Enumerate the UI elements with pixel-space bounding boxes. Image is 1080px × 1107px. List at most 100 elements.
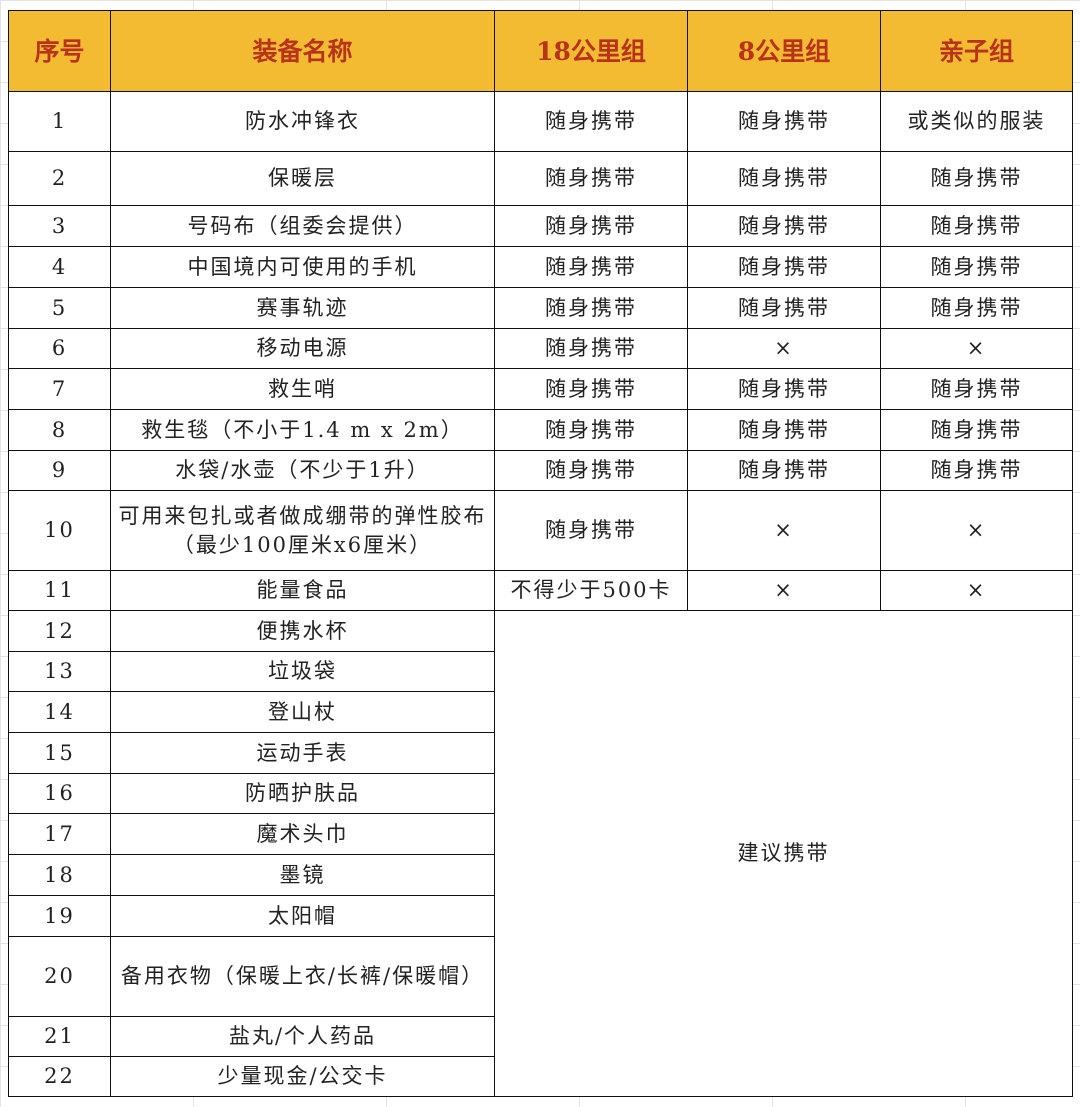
cell-family[interactable]: 随身携带: [880, 151, 1073, 206]
cell-family[interactable]: 随身携带: [880, 287, 1073, 329]
cell-8km[interactable]: 随身携带: [687, 91, 881, 152]
table-row: 4 中国境内可使用的手机 随身携带 随身携带 随身携带: [8, 246, 1073, 288]
table-row: 18 墨镜: [8, 854, 1073, 896]
cell-name[interactable]: 少量现金/公交卡: [110, 1056, 495, 1097]
header-name[interactable]: 装备名称: [110, 10, 495, 92]
cell-no[interactable]: 1: [8, 91, 111, 152]
merged-recommendation-cell[interactable]: 建议携带: [494, 610, 1073, 1097]
cell-no[interactable]: 8: [8, 409, 111, 451]
cell-name[interactable]: 备用衣物（保暖上衣/长裤/保暖帽）: [110, 936, 495, 1017]
cell-name[interactable]: 盐丸/个人药品: [110, 1016, 495, 1057]
table-row: 5 赛事轨迹 随身携带 随身携带 随身携带: [8, 287, 1073, 329]
cell-name[interactable]: 水袋/水壶（不少于1升）: [110, 450, 495, 491]
cell-18km[interactable]: 不得少于500卡: [494, 570, 688, 611]
cell-8km[interactable]: 随身携带: [687, 151, 881, 206]
cell-name[interactable]: 能量食品: [110, 570, 495, 611]
cell-name[interactable]: 保暖层: [110, 151, 495, 206]
header-18km[interactable]: 18公里组: [494, 10, 688, 92]
cell-name[interactable]: 便携水杯: [110, 610, 495, 652]
cell-8km[interactable]: 随身携带: [687, 368, 881, 410]
cell-18km[interactable]: 随身携带: [494, 368, 688, 410]
cell-name[interactable]: 救生哨: [110, 368, 495, 410]
cell-family[interactable]: 随身携带: [880, 205, 1073, 247]
cell-8km[interactable]: 随身携带: [687, 409, 881, 451]
cell-no[interactable]: 20: [8, 936, 111, 1017]
cell-no[interactable]: 19: [8, 895, 111, 937]
table-row: 3 号码布（组委会提供） 随身携带 随身携带 随身携带: [8, 205, 1073, 247]
cell-18km[interactable]: 随身携带: [494, 205, 688, 247]
table-body: 1 防水冲锋衣 随身携带 随身携带 或类似的服装 2 保暖层 随身携带 随身携带 随身携带 3 号码布…: [8, 91, 1073, 1097]
cell-family[interactable]: ×: [880, 328, 1073, 369]
cell-family[interactable]: ×: [880, 570, 1073, 611]
table-row: 12 便携水杯 建议携带: [8, 610, 1073, 1097]
cell-no[interactable]: 12: [8, 610, 111, 652]
table-row: 21 盐丸/个人药品: [8, 1016, 1073, 1057]
cell-family[interactable]: 随身携带: [880, 450, 1073, 491]
cell-name[interactable]: 登山杖: [110, 691, 495, 733]
cell-8km[interactable]: 随身携带: [687, 287, 881, 329]
cell-family[interactable]: 随身携带: [880, 409, 1073, 451]
table-row: 7 救生哨 随身携带 随身携带 随身携带: [8, 368, 1073, 410]
cell-no[interactable]: 9: [8, 450, 111, 491]
cell-name[interactable]: 太阳帽: [110, 895, 495, 937]
cell-name[interactable]: 防晒护肤品: [110, 773, 495, 814]
cell-8km[interactable]: 随身携带: [687, 450, 881, 491]
cell-no[interactable]: 4: [8, 246, 111, 288]
cell-name[interactable]: 可用来包扎或者做成绷带的弹性胶布（最少100厘米x6厘米）: [110, 490, 495, 571]
cell-no[interactable]: 17: [8, 813, 111, 855]
cell-no[interactable]: 6: [8, 328, 111, 369]
cell-18km[interactable]: 随身携带: [494, 151, 688, 206]
cell-no[interactable]: 2: [8, 151, 111, 206]
table-row: 19 太阳帽: [8, 895, 1073, 937]
cell-18km[interactable]: 随身携带: [494, 328, 688, 369]
cell-family[interactable]: 随身携带: [880, 368, 1073, 410]
header-no[interactable]: 序号: [8, 10, 111, 92]
cell-8km[interactable]: ×: [687, 328, 881, 369]
cell-8km[interactable]: 随身携带: [687, 205, 881, 247]
cell-name[interactable]: 移动电源: [110, 328, 495, 369]
cell-no[interactable]: 11: [8, 570, 111, 611]
cell-no[interactable]: 14: [8, 691, 111, 733]
cell-name[interactable]: 垃圾袋: [110, 651, 495, 692]
cell-name[interactable]: 号码布（组委会提供）: [110, 205, 495, 247]
table-row: 14 登山杖: [8, 691, 1073, 733]
table-row: 17 魔术头巾: [8, 813, 1073, 855]
cell-name[interactable]: 运动手表: [110, 732, 495, 774]
cell-no[interactable]: 5: [8, 287, 111, 329]
cell-no[interactable]: 21: [8, 1016, 111, 1057]
cell-8km[interactable]: ×: [687, 490, 881, 571]
header-8km[interactable]: 8公里组: [687, 10, 881, 92]
cell-8km[interactable]: ×: [687, 570, 881, 611]
cell-name[interactable]: 中国境内可使用的手机: [110, 246, 495, 288]
cell-8km[interactable]: 随身携带: [687, 246, 881, 288]
cell-name[interactable]: 赛事轨迹: [110, 287, 495, 329]
header-family[interactable]: 亲子组: [880, 10, 1073, 92]
cell-18km[interactable]: 随身携带: [494, 409, 688, 451]
cell-no[interactable]: 22: [8, 1056, 111, 1097]
equipment-table: 序号 装备名称 18公里组 8公里组 亲子组 1 防水冲锋衣 随身携带 随身携带 或类似…: [8, 10, 1073, 1097]
cell-18km[interactable]: 随身携带: [494, 246, 688, 288]
cell-name[interactable]: 魔术头巾: [110, 813, 495, 855]
cell-no[interactable]: 7: [8, 368, 111, 410]
table-row: 1 防水冲锋衣 随身携带 随身携带 或类似的服装: [8, 91, 1073, 152]
cell-no[interactable]: 3: [8, 205, 111, 247]
cell-18km[interactable]: 随身携带: [494, 450, 688, 491]
cell-no[interactable]: 16: [8, 773, 111, 814]
cell-no[interactable]: 13: [8, 651, 111, 692]
table-row: 6 移动电源 随身携带 × ×: [8, 328, 1073, 369]
cell-18km[interactable]: 随身携带: [494, 91, 688, 152]
table-row: 10 可用来包扎或者做成绷带的弹性胶布（最少100厘米x6厘米） 随身携带 × ×: [8, 490, 1073, 571]
cell-family[interactable]: ×: [880, 490, 1073, 571]
header-row: 序号 装备名称 18公里组 8公里组 亲子组: [8, 10, 1073, 92]
cell-family[interactable]: 随身携带: [880, 246, 1073, 288]
cell-18km[interactable]: 随身携带: [494, 490, 688, 571]
cell-no[interactable]: 10: [8, 490, 111, 571]
cell-no[interactable]: 18: [8, 854, 111, 896]
cell-no[interactable]: 15: [8, 732, 111, 774]
cell-18km[interactable]: 随身携带: [494, 287, 688, 329]
cell-name[interactable]: 救生毯（不小于1.4 m x 2m）: [110, 409, 495, 451]
table-row: 16 防晒护肤品: [8, 773, 1073, 814]
cell-name[interactable]: 墨镜: [110, 854, 495, 896]
cell-name[interactable]: 防水冲锋衣: [110, 91, 495, 152]
cell-family[interactable]: 或类似的服装: [880, 91, 1073, 152]
